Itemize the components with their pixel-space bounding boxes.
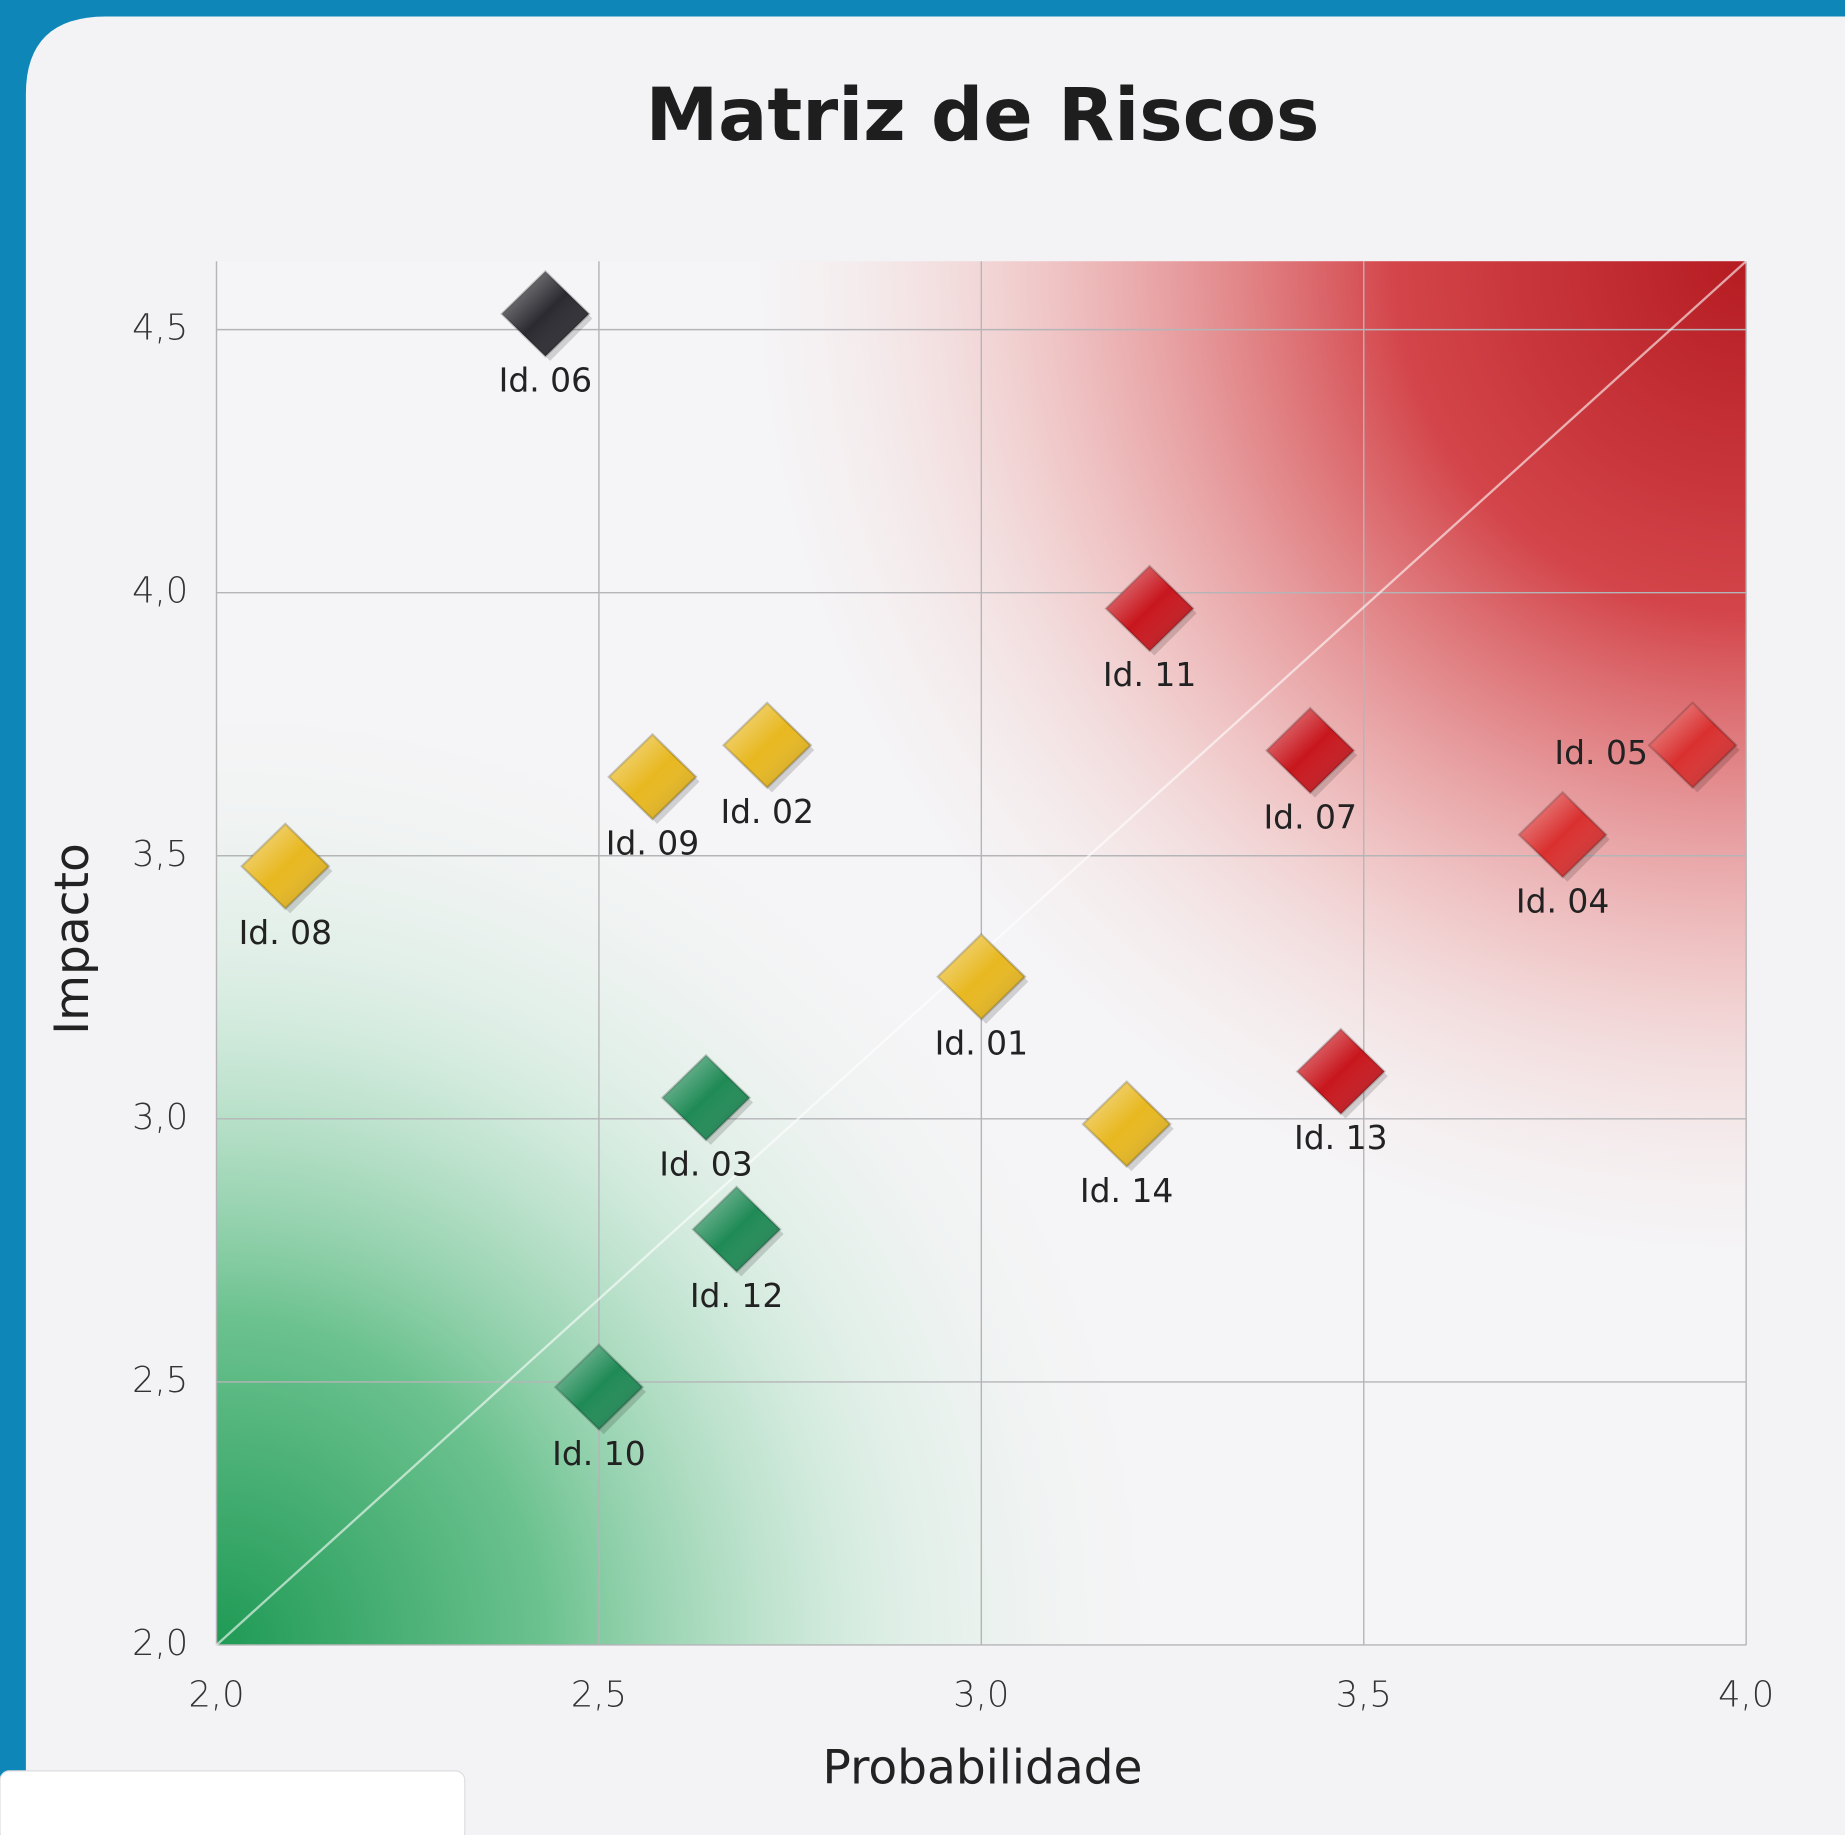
- x-tick-label: 4,0: [1718, 1675, 1774, 1716]
- x-axis-label: Probabilidade: [823, 1740, 1143, 1795]
- point-label: Id. 10: [552, 1434, 645, 1473]
- x-tick-label: 2,5: [571, 1675, 627, 1716]
- point-label: Id. 12: [690, 1276, 783, 1315]
- y-axis-label: Impacto: [45, 843, 100, 1035]
- point-label: Id. 09: [606, 824, 699, 863]
- point-label: Id. 01: [935, 1024, 1028, 1063]
- point-label: Id. 04: [1516, 881, 1609, 920]
- point-label: Id. 11: [1103, 655, 1196, 694]
- x-tick-label: 2,0: [188, 1675, 244, 1716]
- point-label: Id. 14: [1080, 1171, 1173, 1210]
- y-tick-label: 4,0: [132, 571, 188, 612]
- point-label: Id. 05: [1554, 733, 1647, 772]
- point-label: Id. 07: [1263, 797, 1356, 836]
- point-label: Id. 03: [659, 1145, 752, 1184]
- y-tick-label: 3,5: [132, 834, 188, 875]
- chart: Matriz de Riscos Probabilidade Impacto 2…: [0, 0, 1845, 1835]
- point-label: Id. 13: [1294, 1118, 1387, 1157]
- chart-title: Matriz de Riscos: [646, 73, 1320, 158]
- tooltip-card: [0, 1771, 465, 1835]
- x-tick-label: 3,5: [1336, 1675, 1392, 1716]
- y-tick-label: 2,5: [132, 1360, 188, 1401]
- y-tick-label: 2,0: [132, 1623, 188, 1664]
- y-tick-label: 3,0: [132, 1097, 188, 1138]
- point-label: Id. 08: [239, 913, 332, 952]
- y-tick-label: 4,5: [132, 308, 188, 349]
- point-label: Id. 02: [720, 792, 813, 831]
- x-tick-label: 3,0: [953, 1675, 1009, 1716]
- page: Matriz de Riscos Probabilidade Impacto 2…: [0, 0, 1845, 1835]
- point-label: Id. 06: [499, 361, 592, 400]
